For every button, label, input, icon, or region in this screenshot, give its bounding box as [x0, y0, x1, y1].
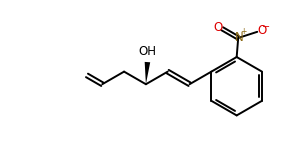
Text: OH: OH — [138, 45, 157, 58]
Text: −: − — [262, 22, 270, 32]
Text: O: O — [257, 24, 266, 37]
Text: N: N — [234, 31, 243, 45]
Text: O: O — [213, 21, 223, 34]
Text: +: + — [240, 27, 247, 36]
Polygon shape — [145, 62, 150, 84]
